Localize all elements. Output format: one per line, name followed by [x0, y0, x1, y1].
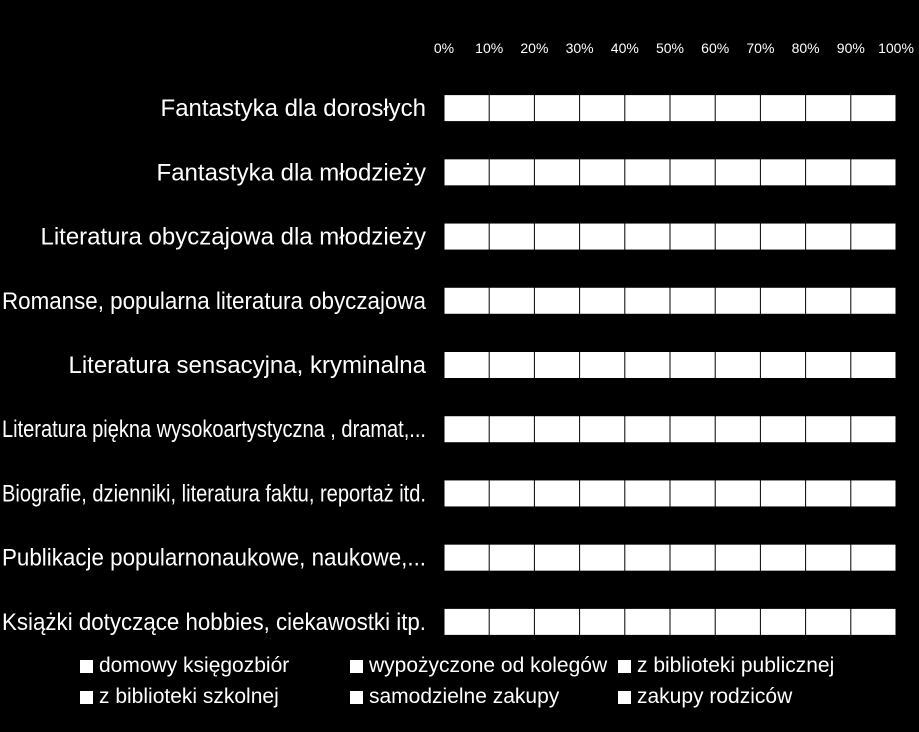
legend-swatch — [618, 659, 631, 673]
x-axis-ticks: 0% 10% 20% 30% 40% 50% 60% 70% 80% 90% 100% — [434, 40, 914, 56]
legend-item: z biblioteki publicznej — [618, 652, 834, 680]
category-label: Biografie, dzienniki, literatura faktu, … — [2, 480, 426, 507]
legend-label: z biblioteki publicznej — [637, 654, 835, 677]
legend-label: wypożyczone od kolegów — [369, 654, 608, 677]
legend-item: samodzielne zakupy — [350, 683, 559, 711]
x-tick-label: 90% — [837, 40, 865, 56]
y-axis — [438, 75, 445, 655]
gridlines-group — [443, 76, 897, 654]
legend-swatch — [80, 690, 93, 704]
legend-swatch — [80, 659, 93, 673]
category-label: Fantastyka dla dorosłych — [161, 95, 426, 122]
x-tick-label: 20% — [520, 40, 548, 56]
legend-swatch — [350, 690, 363, 704]
legend-label: zakupy rodziców — [637, 685, 793, 708]
x-tick-label: 0% — [434, 40, 454, 56]
x-tick-label: 50% — [656, 40, 684, 56]
category-label: Romanse, popularna literatura obyczajowa — [2, 288, 427, 315]
x-tick-label: 100% — [878, 40, 914, 56]
x-tick-label: 40% — [611, 40, 639, 56]
category-label: Literatura obyczajowa dla młodzieży — [40, 224, 426, 251]
legend-item: wypożyczone od kolegów — [350, 652, 607, 680]
legend-label: samodzielne zakupy — [369, 685, 560, 708]
legend-item: zakupy rodziców — [618, 683, 792, 711]
category-label: Literatura piękna wysokoartystyczna , dr… — [2, 416, 426, 443]
category-label: Literatura sensacyjna, kryminalna — [68, 352, 426, 379]
x-tick-label: 60% — [701, 40, 729, 56]
x-tick-label: 30% — [566, 40, 594, 56]
legend-label: domowy księgozbiór — [99, 654, 290, 677]
legend-item: z biblioteki szkolnej — [80, 683, 279, 711]
category-label: Publikacje popularnonaukowe, naukowe,... — [2, 545, 426, 572]
category-label: Książki dotyczące hobbies, ciekawostki i… — [2, 609, 426, 636]
legend-label: z biblioteki szkolnej — [99, 685, 279, 708]
x-tick-label: 70% — [746, 40, 774, 56]
y-axis-labels: Fantastyka dla dorosłych Fantastyka dla m… — [2, 95, 427, 636]
x-tick-label: 80% — [792, 40, 820, 56]
legend-swatch — [350, 659, 363, 673]
category-label: Fantastyka dla młodzieży — [157, 159, 426, 186]
x-tick-label: 10% — [475, 40, 503, 56]
legend-swatch — [618, 690, 631, 704]
legend-item: domowy księgozbiór — [80, 652, 289, 680]
chart-svg: 0% 10% 20% 30% 40% 50% 60% 70% 80% 90% 100% Fantas… — [2, 40, 914, 655]
